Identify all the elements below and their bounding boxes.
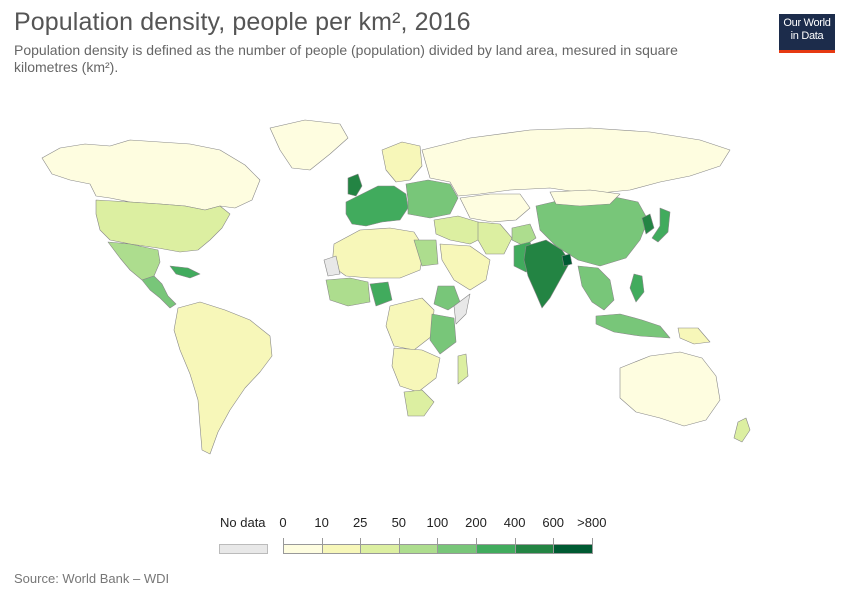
region-south-africa[interactable] — [403, 389, 435, 417]
region-greenland[interactable] — [269, 119, 349, 171]
legend-tick-label: 0 — [279, 515, 287, 530]
legend-tick — [437, 538, 439, 544]
legend-swatch[interactable] — [283, 544, 323, 554]
legend-tick-label: 400 — [503, 515, 526, 530]
region-south-america[interactable] — [173, 301, 273, 455]
legend-tick — [360, 538, 362, 544]
legend-tick-label: 200 — [465, 515, 487, 530]
region-united-states[interactable] — [95, 199, 231, 253]
region-arabia[interactable] — [439, 243, 491, 291]
region-bangladesh[interactable] — [561, 253, 573, 267]
legend-swatch[interactable] — [437, 544, 477, 554]
legend-tick — [476, 538, 477, 544]
region-southern-africa[interactable] — [391, 347, 441, 393]
region-papua-new-guinea[interactable] — [677, 327, 711, 345]
region-madagascar[interactable] — [457, 353, 469, 385]
legend-tick-label: 25 — [352, 515, 368, 530]
legend-no-data-swatch[interactable] — [219, 544, 268, 554]
legend-tick — [398, 538, 400, 544]
world-map — [41, 119, 751, 455]
region-korea[interactable] — [641, 213, 655, 235]
region-united-kingdom[interactable] — [347, 173, 363, 197]
region-philippines[interactable] — [629, 273, 645, 303]
source-note: Source: World Bank – WDI — [14, 571, 170, 586]
logo-line-2: in Data — [790, 30, 824, 42]
region-mongolia[interactable] — [549, 189, 621, 207]
map-legend: No data 0 10 25 50 100 200 400 600 >800 — [0, 512, 850, 562]
region-russia[interactable] — [421, 127, 731, 197]
legend-tick — [283, 538, 284, 544]
region-nigeria[interactable] — [369, 281, 393, 307]
legend-swatch[interactable] — [360, 544, 400, 554]
legend-no-data-label: No data — [220, 515, 266, 530]
region-east-africa[interactable] — [429, 313, 457, 355]
legend-tick — [553, 538, 555, 544]
region-central-america[interactable] — [141, 275, 177, 309]
legend-swatch[interactable] — [514, 544, 555, 554]
legend-tick-label: >800 — [577, 515, 607, 530]
region-europe-east[interactable] — [405, 179, 459, 219]
region-caribbean[interactable] — [169, 265, 201, 279]
chart-subtitle: Population density is defined as the num… — [14, 42, 678, 75]
legend-tick — [321, 538, 323, 544]
region-australia[interactable] — [619, 351, 721, 427]
logo-line-1: Our World — [783, 17, 831, 29]
region-western-sahara[interactable] — [323, 255, 341, 277]
region-europe-west[interactable] — [345, 185, 409, 227]
region-afghanistan[interactable] — [511, 223, 537, 247]
region-north-africa[interactable] — [331, 227, 425, 279]
region-indonesia[interactable] — [595, 313, 671, 339]
legend-tick-label: 10 — [314, 515, 329, 530]
legend-tick-label: 600 — [542, 515, 565, 530]
legend-swatch[interactable] — [321, 544, 362, 554]
region-mexico[interactable] — [107, 241, 161, 281]
region-japan[interactable] — [651, 207, 671, 243]
region-scandinavia[interactable] — [381, 141, 423, 183]
region-iran[interactable] — [477, 221, 513, 255]
region-india[interactable] — [523, 239, 571, 309]
legend-tick — [514, 538, 516, 544]
legend-swatch[interactable] — [553, 544, 593, 554]
region-new-zealand[interactable] — [733, 417, 751, 443]
legend-tick-label: 50 — [391, 515, 407, 530]
legend-swatch[interactable] — [476, 544, 516, 554]
region-kazakhstan[interactable] — [459, 193, 531, 223]
legend-swatch[interactable] — [398, 544, 439, 554]
region-central-africa[interactable] — [385, 297, 435, 351]
region-somalia[interactable] — [453, 293, 471, 325]
legend-tick — [591, 538, 593, 544]
region-north-america[interactable] — [41, 139, 261, 211]
legend-tick-label: 100 — [426, 515, 449, 530]
owid-logo[interactable]: Our World in Data — [779, 14, 835, 53]
region-west-africa[interactable] — [325, 277, 371, 307]
region-southeast-asia[interactable] — [577, 265, 615, 311]
chart-title: Population density, people per km², 2016 — [14, 8, 471, 36]
logo-accent-bar — [779, 50, 835, 53]
region-egypt[interactable] — [413, 239, 439, 267]
